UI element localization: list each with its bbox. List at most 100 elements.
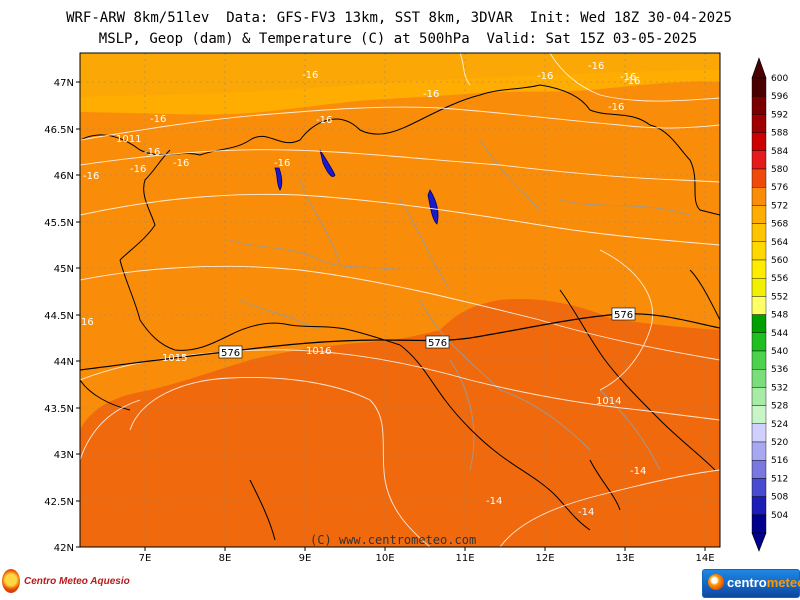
colorbar-swatch <box>751 460 767 479</box>
isobar-7 <box>499 469 720 547</box>
colorbar-label: 512 <box>771 474 788 484</box>
temp-label: -16 <box>173 158 189 169</box>
isobar-5 <box>80 349 720 421</box>
lake-maggiore <box>274 167 283 191</box>
lon-label: 10E <box>375 553 394 564</box>
temp-label: -16 <box>130 164 146 175</box>
isobar-6 <box>129 377 431 547</box>
colorbar-swatch <box>751 168 767 188</box>
temp-label: -16 <box>302 70 318 81</box>
temp-label: -16 <box>537 71 553 82</box>
lakes <box>274 149 439 225</box>
geop-label: 576 <box>428 338 447 349</box>
lat-label: 44.5N <box>44 311 74 322</box>
colorbar-swatch <box>751 387 767 406</box>
lat-axis: 47N 46.5N 46N 45.5N 45N 44.5N 44N 43.5N … <box>44 78 80 554</box>
logo-left-text: Centro Meteo Aquesio <box>24 576 130 587</box>
colorbar-label: 520 <box>771 438 788 448</box>
colorbar-swatch <box>751 478 767 497</box>
colorbar-label: 592 <box>771 110 788 120</box>
colorbar-swatch <box>751 278 767 297</box>
fill-572-dark <box>80 53 720 97</box>
colorbar-label: 508 <box>771 493 788 503</box>
copyright-text: (C) www.centrometeo.com <box>310 533 477 547</box>
logo-right-text-a: centro <box>727 575 767 590</box>
colorbar-swatch <box>751 241 767 261</box>
temperature-labels: -16 -16 -16 -16 -16 -16 -16 -16 -16 -16 … <box>81 61 646 518</box>
colorbar-label: 504 <box>771 511 788 521</box>
lon-label: 7E <box>139 553 152 564</box>
globe-logo-icon <box>708 574 724 590</box>
isobar-9 <box>459 53 471 86</box>
logo-centro-meteo-aquesio: Centro Meteo Aquesio <box>2 568 130 596</box>
lat-label: 44N <box>54 357 74 368</box>
colorbar-label: 584 <box>771 147 788 157</box>
colorbar-top-arrow <box>751 57 767 79</box>
lat-label: 45N <box>54 264 74 275</box>
colorbar-label: 548 <box>771 311 788 321</box>
colorbar-swatch <box>751 132 767 152</box>
colorbar-label: 540 <box>771 347 788 357</box>
lat-label: 47N <box>54 78 74 89</box>
temp-label: -16 <box>316 115 332 126</box>
fill-572 <box>80 53 720 115</box>
colorbar-label: 536 <box>771 365 788 375</box>
isobar-label: 1011 <box>116 134 141 145</box>
temp-label: -16 <box>588 61 604 72</box>
map-frame <box>79 52 721 548</box>
colorbar-swatch <box>751 150 767 170</box>
lon-label: 14E <box>695 553 714 564</box>
colorbar-swatch <box>751 405 767 425</box>
temp-label: -16 <box>274 158 290 169</box>
isobars <box>80 53 720 547</box>
colorbar-label: 600 <box>771 74 788 84</box>
lat-label: 43.5N <box>44 404 74 415</box>
geop-label: 576 <box>221 348 240 359</box>
coastline-and-borders <box>80 84 720 541</box>
colorbar-swatch <box>751 350 767 370</box>
lat-label: 43N <box>54 450 74 461</box>
lon-label: 12E <box>535 553 554 564</box>
colorbar-label: 556 <box>771 274 788 284</box>
colorbar-label: 596 <box>771 92 788 102</box>
colorbar-swatch <box>751 441 767 461</box>
isobar-labels: 1011 1015 1016 1014 <box>116 134 621 407</box>
chart-title-line2: MSLP, Geop (dam) & Temperature (C) at 50… <box>98 31 698 47</box>
lake-como <box>319 149 336 177</box>
colorbar-swatch <box>751 296 767 315</box>
temp-label: -14 <box>630 466 646 477</box>
colorbar-swatch <box>751 496 767 516</box>
colorbar-label: 576 <box>771 183 788 193</box>
temp-label: -16 <box>620 72 636 83</box>
colorbar-swatch <box>751 514 767 534</box>
colorbar-swatch <box>751 95 767 115</box>
colorbar-label: 532 <box>771 383 788 393</box>
map-area <box>80 53 720 547</box>
temp-label: -14 <box>486 496 502 507</box>
colorbar-swatch <box>751 114 767 133</box>
colorbar-label: 560 <box>771 256 788 266</box>
lat-label: 42.5N <box>44 497 74 508</box>
temp-label: -16 <box>423 89 439 100</box>
sun-logo-icon <box>2 569 20 593</box>
colorbar-swatch <box>751 77 767 97</box>
lon-axis: 7E 8E 9E 10E 11E 12E 13E 14E <box>139 547 715 564</box>
temp-label: -16 <box>608 102 624 113</box>
isobar-10 <box>549 53 720 102</box>
regional-borders <box>229 139 691 471</box>
isobar-3 <box>80 193 720 246</box>
logo-right-text: centrometeo <box>727 575 800 590</box>
graticule <box>80 53 720 547</box>
lon-label: 8E <box>219 553 232 564</box>
colorbar-swatch <box>751 259 767 279</box>
temp-label: -16 <box>144 147 160 158</box>
lat-label: 42N <box>54 543 74 554</box>
isobar-4 <box>80 265 720 361</box>
temp-label: -14 <box>578 507 594 518</box>
logo-right-text-b: meteo <box>766 575 800 590</box>
temp-label: -16 <box>150 114 166 125</box>
lat-label: 46N <box>54 171 74 182</box>
isobar-8 <box>80 399 141 461</box>
lat-label: 46.5N <box>44 125 74 136</box>
